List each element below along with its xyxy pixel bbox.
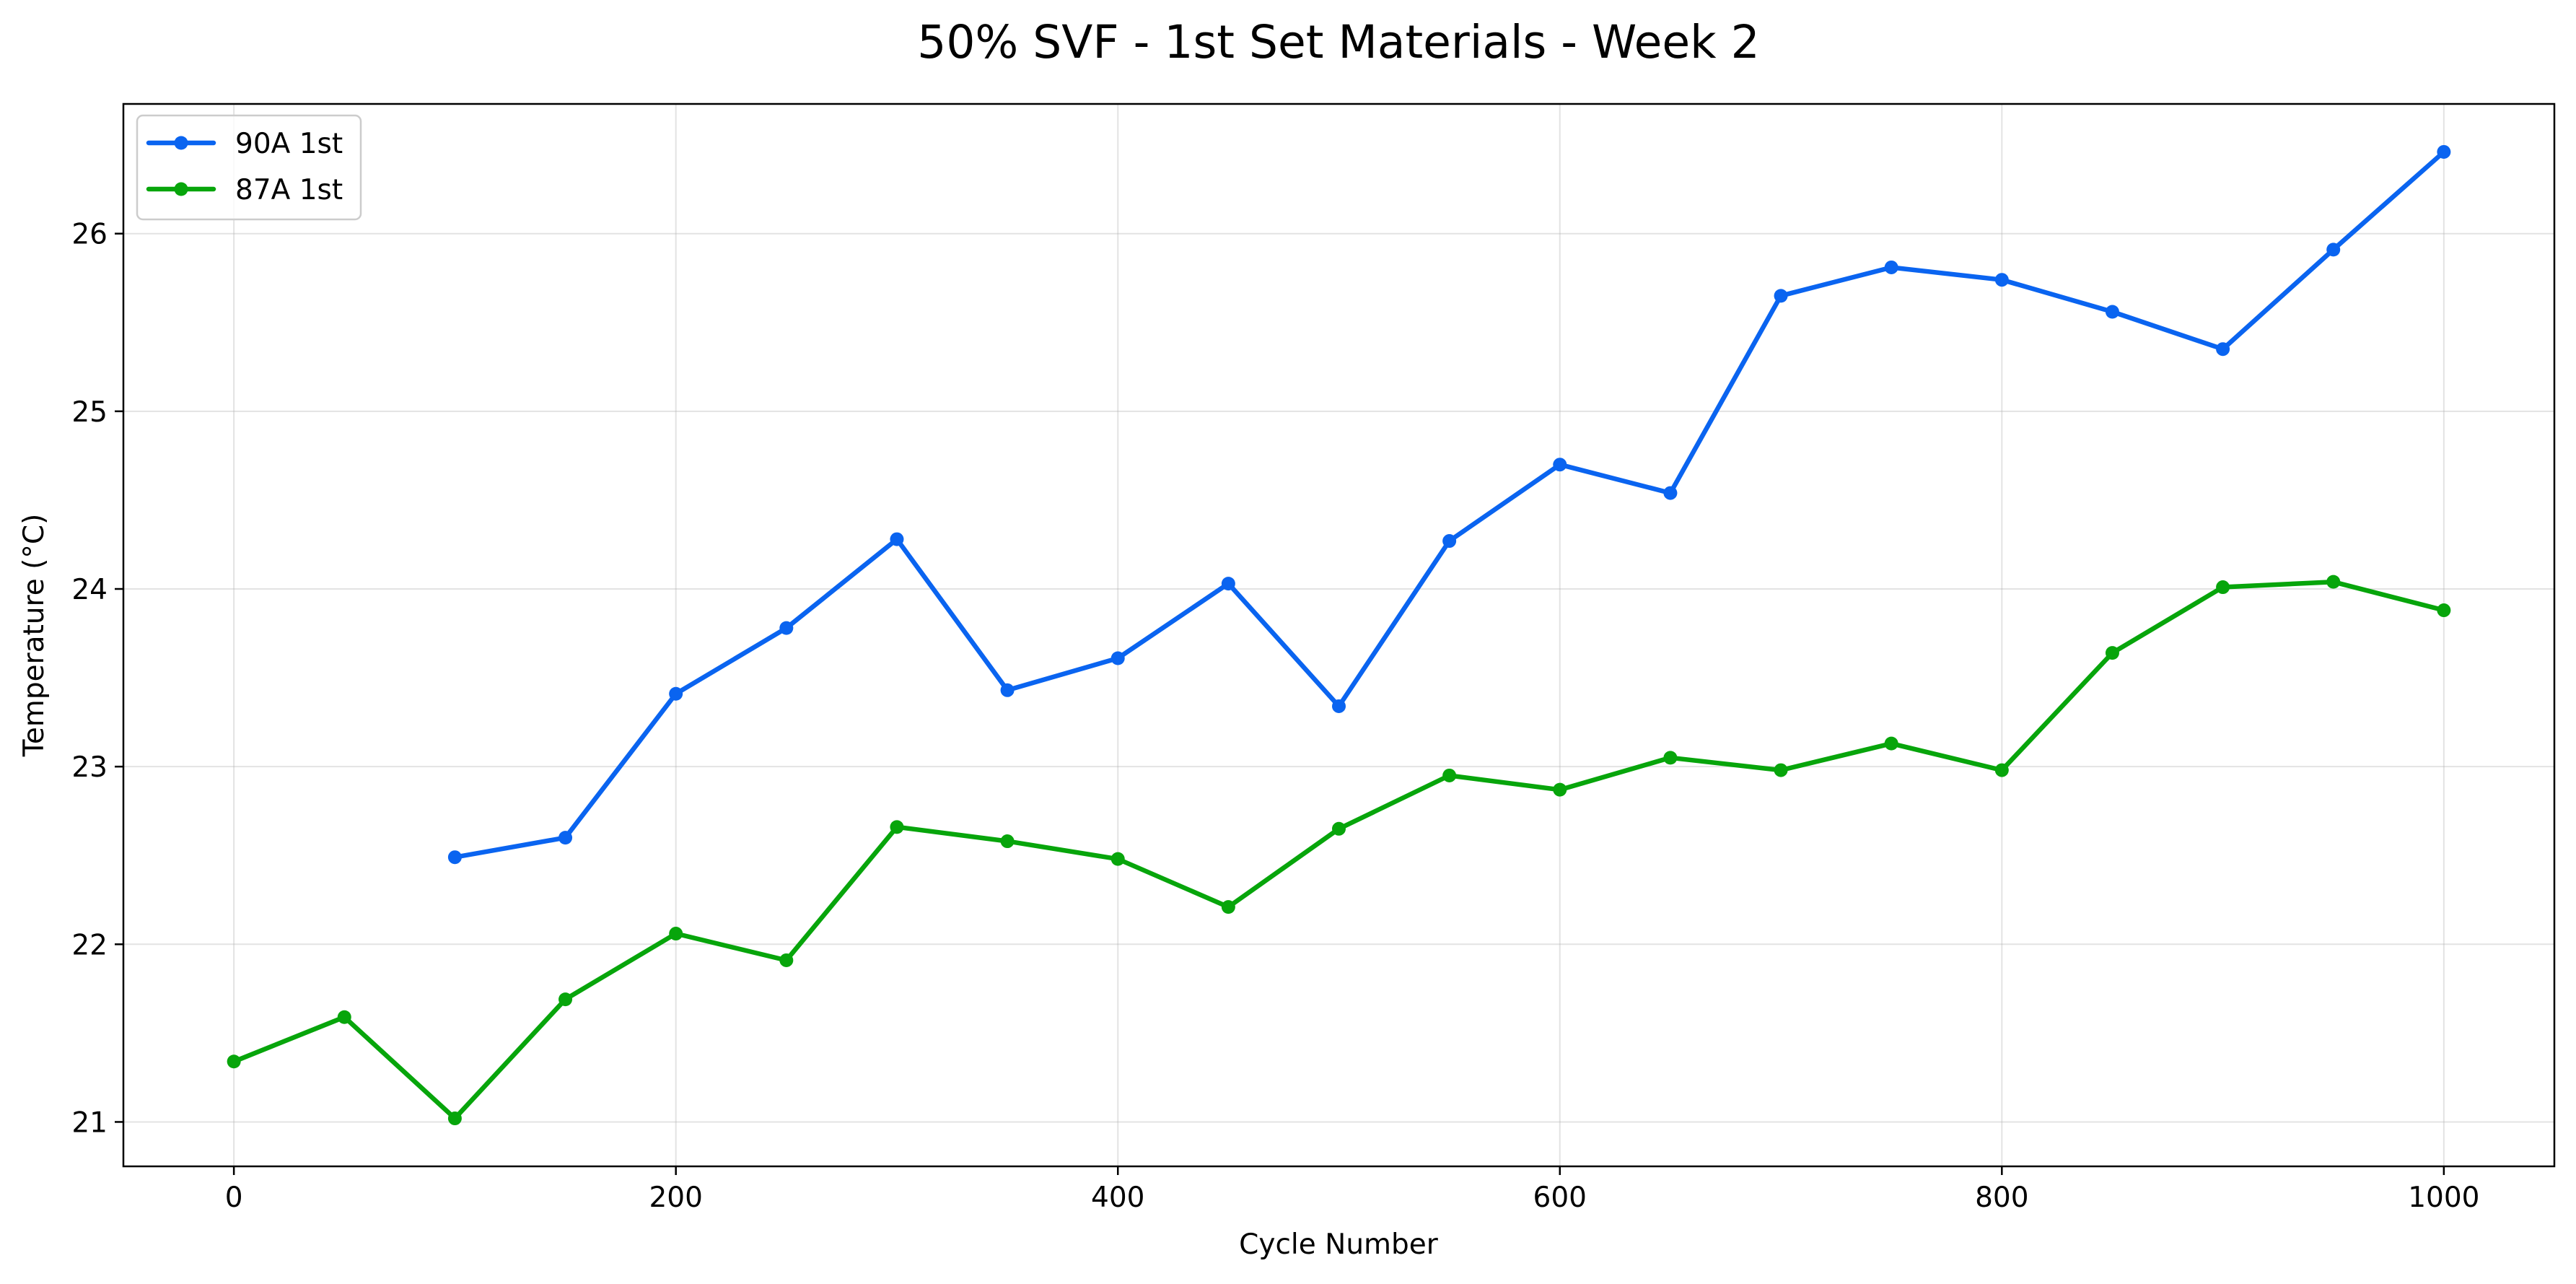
y-tick-label: 25: [71, 396, 108, 429]
legend-swatch-marker: [174, 136, 188, 150]
x-tick-label: 800: [1975, 1182, 2028, 1214]
y-axis-label: Temperature (°C): [18, 514, 51, 758]
series-line-90a-1st: [452, 149, 2447, 860]
data-point: [779, 953, 794, 967]
series-90a-1st: [447, 144, 2451, 865]
y-tick-label: 21: [71, 1106, 108, 1139]
data-point: [1332, 821, 1346, 836]
data-point: [1553, 458, 1567, 472]
data-point: [1221, 900, 1235, 914]
data-point: [1110, 852, 1125, 866]
data-point: [1442, 768, 1457, 782]
legend-entry-87a-1st: 87A 1st: [146, 174, 343, 206]
data-point: [447, 850, 462, 865]
data-point: [1884, 260, 1898, 274]
data-point: [669, 686, 683, 701]
data-point: [1221, 577, 1235, 591]
series-line-87a-1st: [231, 579, 2447, 1121]
y-axis: 21 22 23 24 25 26: [71, 219, 123, 1139]
x-tick-label: 600: [1533, 1182, 1587, 1214]
data-point: [558, 992, 573, 1007]
legend-label: 87A 1st: [235, 174, 343, 206]
x-tick-label: 400: [1091, 1182, 1144, 1214]
data-point: [1774, 289, 1788, 303]
data-point: [2437, 603, 2451, 618]
legend-label: 90A 1st: [235, 128, 343, 160]
data-point: [1994, 273, 2009, 287]
data-point: [2105, 646, 2119, 660]
data-point: [2105, 305, 2119, 319]
plot-frame: [122, 102, 2556, 1168]
data-point: [1442, 534, 1457, 549]
data-point: [558, 831, 573, 845]
legend-entry-90a-1st: 90A 1st: [146, 128, 343, 160]
y-tick-label: 24: [71, 574, 108, 606]
data-point: [1994, 763, 2009, 777]
data-point: [1663, 486, 1678, 500]
x-axis: 0 200 400 600 800 1000: [225, 1166, 2479, 1214]
data-point: [669, 927, 683, 941]
data-point: [1663, 751, 1678, 765]
data-point: [779, 621, 794, 635]
x-tick-label: 0: [225, 1182, 243, 1214]
series-layer: [227, 144, 2451, 1126]
data-point: [227, 1054, 241, 1069]
x-axis-label: Cycle Number: [1239, 1228, 1439, 1261]
data-point: [1774, 763, 1788, 777]
data-point: [2216, 580, 2230, 595]
x-tick-label: 200: [649, 1182, 702, 1214]
y-tick-label: 22: [71, 929, 108, 961]
data-point: [1110, 651, 1125, 665]
data-point: [2437, 144, 2451, 159]
series-87a-1st: [227, 575, 2451, 1126]
data-point: [1553, 782, 1567, 797]
grid: [123, 104, 2554, 1166]
data-point: [1884, 736, 1898, 751]
data-point: [337, 1010, 351, 1024]
data-point: [1332, 699, 1346, 713]
data-point: [447, 1112, 462, 1126]
data-point: [2326, 575, 2341, 589]
x-tick-label: 1000: [2408, 1182, 2479, 1214]
data-point: [890, 820, 904, 834]
data-point: [2216, 342, 2230, 357]
y-tick-label: 26: [71, 219, 108, 251]
data-point: [2326, 243, 2341, 257]
data-point: [1000, 834, 1015, 849]
y-tick-label: 23: [71, 751, 108, 784]
data-point: [890, 532, 904, 546]
chart-title: 50% SVF - 1st Set Materials - Week 2: [917, 16, 1760, 69]
legend-swatch-marker: [174, 182, 188, 196]
data-point: [1000, 683, 1015, 697]
legend: 90A 1st 87A 1st: [136, 114, 362, 221]
